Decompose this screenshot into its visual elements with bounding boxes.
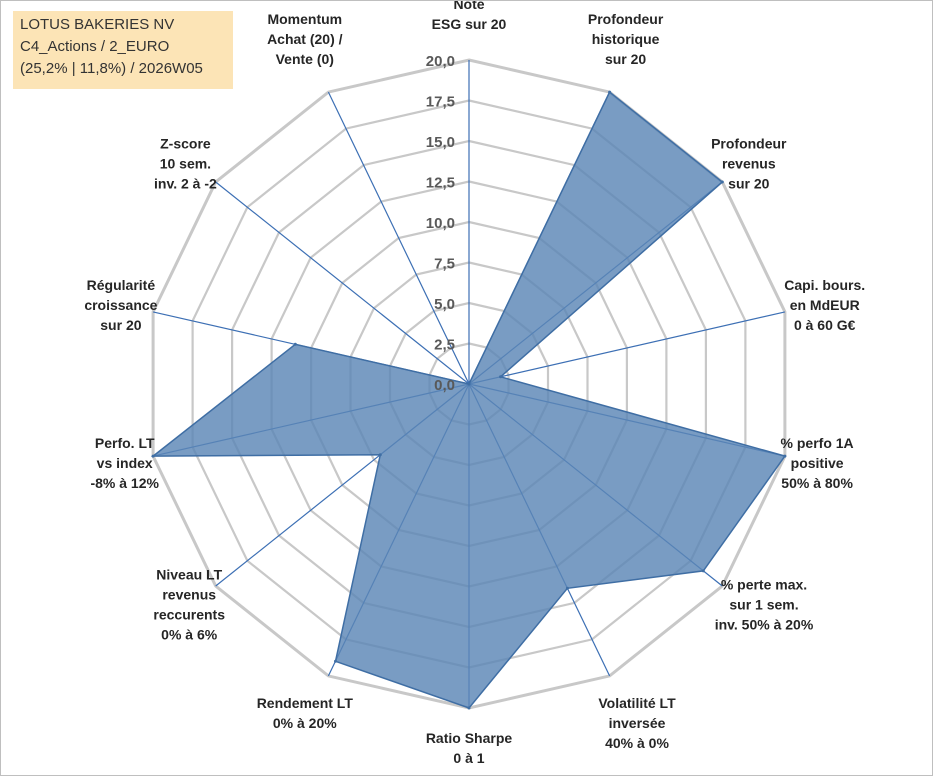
axis-label-14: Momentum Achat (20) / Vente (0) bbox=[267, 11, 343, 67]
axis-label-line: 0 à 1 bbox=[453, 750, 484, 766]
radar-series bbox=[150, 90, 787, 710]
axis-label-line: positive bbox=[791, 455, 844, 471]
axis-spoke bbox=[468, 311, 786, 385]
axis-label-4: Capi. bours. en MdEUR 0 à 60 G€ bbox=[784, 277, 865, 333]
axis-label-line: 0% à 20% bbox=[273, 715, 337, 731]
axis-label-line: 0% à 6% bbox=[161, 627, 218, 643]
category-line: C4_Actions / 2_EURO bbox=[20, 38, 170, 55]
tick-label: 7,5 bbox=[434, 256, 455, 273]
axis-label-line: 0 à 60 G€ bbox=[794, 317, 856, 333]
axis-label-line: Capi. bours. bbox=[784, 277, 865, 293]
data-point bbox=[467, 706, 471, 710]
data-point bbox=[378, 453, 382, 457]
axis-label-line: Profondeur bbox=[588, 11, 664, 27]
axis-label-line: Niveau LT bbox=[156, 567, 222, 583]
axis-labels: Note ESG sur 20 Profondeur historique sur 20… bbox=[84, 1, 865, 766]
tick-label: 2,5 bbox=[434, 337, 455, 354]
axis-label-line: 40% à 0% bbox=[605, 735, 669, 751]
axis-label-line: Note bbox=[453, 1, 484, 12]
axis-label-7: Volatilité LT inversée 40% à 0% bbox=[598, 695, 676, 751]
axis-label-line: Profondeur bbox=[711, 135, 787, 151]
axis-label-line: revenus bbox=[722, 155, 776, 171]
company-name: LOTUS BAKERIES NV bbox=[20, 16, 175, 33]
axis-label-line: Perfo. LT bbox=[95, 435, 155, 451]
data-point bbox=[701, 569, 705, 573]
axis-label-line: revenus bbox=[162, 587, 216, 603]
tick-label: 0,0 bbox=[434, 377, 455, 394]
tick-label: 5,0 bbox=[434, 296, 455, 313]
axis-label-11: Perfo. LT vs index -8% à 12% bbox=[90, 435, 159, 491]
axis-label-line: Ratio Sharpe bbox=[426, 730, 513, 746]
axis-label-line: Vente (0) bbox=[276, 51, 334, 67]
data-point bbox=[783, 454, 787, 458]
axis-label-line: % perfo 1A bbox=[781, 435, 854, 451]
axis-label-5: % perfo 1A positive 50% à 80% bbox=[781, 435, 854, 491]
data-point bbox=[499, 375, 503, 379]
radial-tick-labels: 0,0 2,5 5,0 7,5 10,0 12,5 15,0 17,5 20,0 bbox=[426, 53, 455, 394]
axis-label-line: sur 1 sem. bbox=[729, 597, 798, 613]
axis-label-line: Rendement LT bbox=[257, 695, 354, 711]
axis-label-line: sur 20 bbox=[728, 175, 769, 191]
tick-label: 10,0 bbox=[426, 215, 455, 232]
tick-label: 12,5 bbox=[426, 175, 455, 192]
axis-label-line: sur 20 bbox=[100, 317, 141, 333]
axis-spoke bbox=[327, 91, 470, 385]
axis-label-line: Volatilité LT bbox=[598, 695, 676, 711]
header-box: LOTUS BAKERIES NV C4_Actions / 2_EURO (2… bbox=[13, 11, 233, 89]
data-point bbox=[151, 454, 155, 458]
axis-label-line: en MdEUR bbox=[790, 297, 860, 313]
performance-line: (25,2% | 11,8%) / 2026W05 bbox=[20, 60, 203, 77]
axis-label-3: Profondeur revenus sur 20 bbox=[711, 135, 787, 191]
axis-label-line: -8% à 12% bbox=[90, 475, 159, 491]
axis-label-1: Note ESG sur 20 bbox=[432, 1, 507, 32]
axis-label-line: reccurents bbox=[153, 607, 225, 623]
axis-label-13: Z-score 10 sem. inv. 2 à -2 bbox=[154, 135, 217, 191]
data-point bbox=[293, 342, 297, 346]
axis-label-line: ESG sur 20 bbox=[432, 16, 507, 32]
axis-label-line: inv. 2 à -2 bbox=[154, 175, 217, 191]
data-point bbox=[334, 659, 337, 663]
axis-label-line: Achat (20) / bbox=[267, 31, 343, 47]
data-point bbox=[565, 586, 569, 590]
axis-label-line: historique bbox=[592, 31, 660, 47]
axis-label-10: Niveau LT revenus reccurents 0% à 6% bbox=[153, 567, 225, 643]
tick-label: 15,0 bbox=[426, 134, 455, 151]
axis-label-line: inv. 50% à 20% bbox=[715, 617, 814, 633]
axis-label-line: sur 20 bbox=[605, 51, 646, 67]
axis-label-line: Régularité bbox=[87, 277, 156, 293]
axis-label-line: inversée bbox=[609, 715, 666, 731]
axis-label-line: 10 sem. bbox=[160, 155, 211, 171]
data-point bbox=[608, 90, 612, 94]
axis-label-2: Profondeur historique sur 20 bbox=[588, 11, 664, 67]
data-point bbox=[467, 382, 471, 386]
axis-label-line: 50% à 80% bbox=[781, 475, 853, 491]
axis-label-line: croissance bbox=[84, 297, 157, 313]
axis-label-12: Régularité croissance sur 20 bbox=[84, 277, 157, 333]
axis-label-line: % perte max. bbox=[721, 577, 807, 593]
axis-spoke bbox=[215, 181, 470, 385]
axis-label-line: Momentum bbox=[267, 11, 342, 27]
axis-label-8: Ratio Sharpe 0 à 1 bbox=[426, 730, 513, 766]
tick-label: 17,5 bbox=[426, 94, 455, 111]
axis-label-line: vs index bbox=[97, 455, 153, 471]
tick-label: 20,0 bbox=[426, 53, 455, 70]
axis-label-9: Rendement LT 0% à 20% bbox=[257, 695, 354, 731]
data-point bbox=[720, 180, 724, 184]
axis-label-line: Z-score bbox=[160, 135, 211, 151]
axis-label-6: % perte max. sur 1 sem. inv. 50% à 20% bbox=[715, 577, 814, 633]
